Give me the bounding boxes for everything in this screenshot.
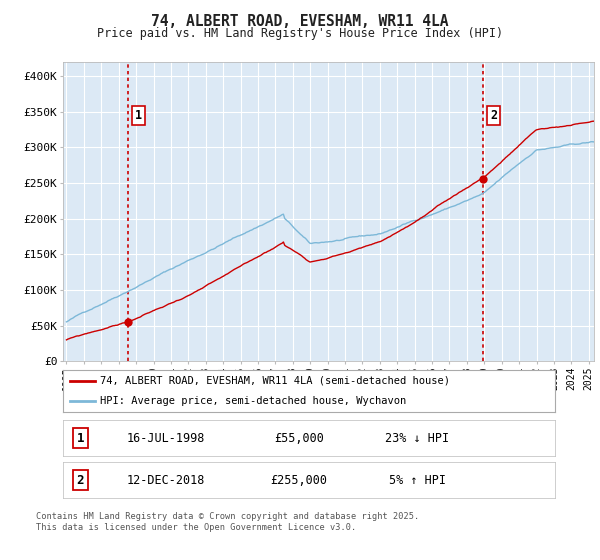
Text: 12-DEC-2018: 12-DEC-2018 bbox=[127, 474, 206, 487]
Text: £55,000: £55,000 bbox=[274, 432, 324, 445]
Text: 16-JUL-1998: 16-JUL-1998 bbox=[127, 432, 206, 445]
Text: 74, ALBERT ROAD, EVESHAM, WR11 4LA (semi-detached house): 74, ALBERT ROAD, EVESHAM, WR11 4LA (semi… bbox=[100, 376, 450, 385]
Text: 23% ↓ HPI: 23% ↓ HPI bbox=[385, 432, 449, 445]
Text: £255,000: £255,000 bbox=[271, 474, 328, 487]
Text: 74, ALBERT ROAD, EVESHAM, WR11 4LA: 74, ALBERT ROAD, EVESHAM, WR11 4LA bbox=[151, 14, 449, 29]
Text: HPI: Average price, semi-detached house, Wychavon: HPI: Average price, semi-detached house,… bbox=[100, 396, 406, 405]
Text: 1: 1 bbox=[76, 432, 84, 445]
Text: 2: 2 bbox=[490, 109, 497, 122]
Text: 1: 1 bbox=[135, 109, 142, 122]
Text: 2: 2 bbox=[76, 474, 84, 487]
Text: 5% ↑ HPI: 5% ↑ HPI bbox=[389, 474, 446, 487]
Text: Price paid vs. HM Land Registry's House Price Index (HPI): Price paid vs. HM Land Registry's House … bbox=[97, 27, 503, 40]
Text: Contains HM Land Registry data © Crown copyright and database right 2025.
This d: Contains HM Land Registry data © Crown c… bbox=[36, 512, 419, 532]
